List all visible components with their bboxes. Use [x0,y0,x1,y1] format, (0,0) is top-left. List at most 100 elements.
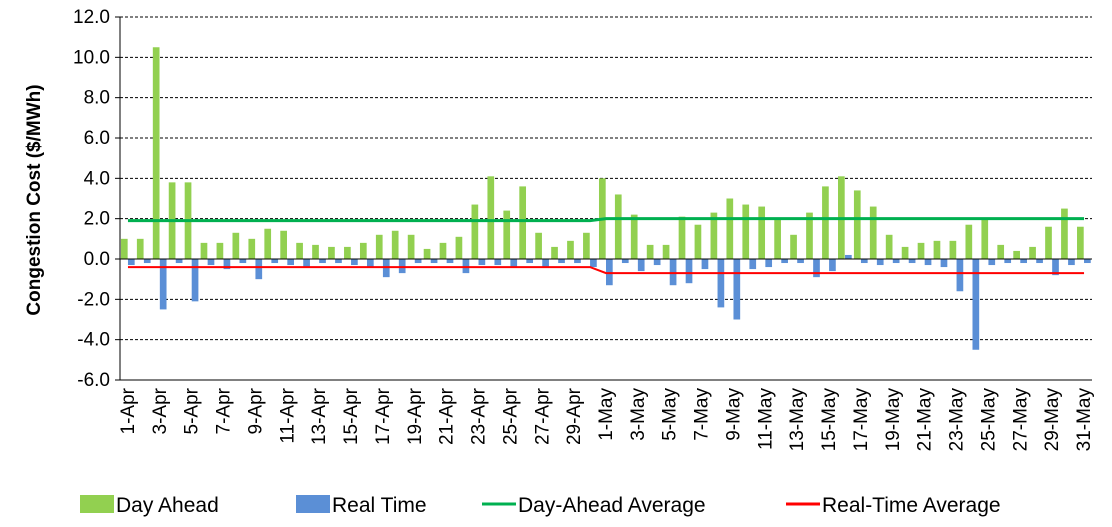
bar-real-time [845,254,852,259]
bar-day-ahead [997,244,1005,259]
bar-real-time [685,259,693,284]
bar-day-ahead [152,47,160,259]
bar-real-time [956,259,964,292]
bar-day-ahead [678,216,686,259]
bar-real-time [351,259,358,266]
y-tick-labels: -6.0 -4.0 -2.0 0.0 2.0 4.0 6.0 8.0 10.0 12.0 [73,7,110,391]
legend-label: Real-Time Average [822,494,1001,517]
bar-day-ahead [933,240,941,259]
bar-day-ahead [375,234,383,259]
x-tick-label: 7-Apr [214,387,235,434]
bar-real-time [717,259,725,308]
bar-real-time [159,259,167,310]
bar-day-ahead [583,232,590,259]
bar-real-time [1084,259,1091,264]
x-tick-label: 3-May [628,388,649,441]
bar-day-ahead [1029,246,1036,259]
x-tick-label: 9-May [723,388,744,441]
x-tick-label: 13-May [787,388,808,452]
bar-day-ahead [901,246,909,259]
x-tick-label: 19-Apr [405,387,426,445]
bar-real-time [271,259,279,264]
bar-real-time [382,259,390,278]
bar-real-time [1004,259,1012,264]
bar-day-ahead [885,234,893,259]
x-tick-label: 23-May [947,388,968,452]
legend-label: Day Ahead [116,494,219,517]
bar-day-ahead [774,218,781,259]
bar-real-time [319,259,326,264]
bar-real-time [590,259,597,268]
bar-day-ahead [280,230,287,259]
x-tick-label: 11-Apr [277,387,298,443]
bar-day-ahead [136,238,144,259]
bar-real-time [542,259,549,268]
bar-day-ahead [487,176,495,259]
x-tick-label: 17-Apr [373,387,394,445]
y-tick-label: -4.0 [77,330,110,351]
bar-real-time [574,259,581,264]
bar-real-time [1020,259,1027,264]
bar-day-ahead [503,210,511,259]
bar-day-ahead [439,242,447,259]
bar-real-time [335,259,342,264]
bar-day-ahead [869,206,877,259]
x-tick-label: 19-May [883,388,904,452]
x-tick-label: 29-May [1042,388,1063,452]
x-tick-label: 31-May [1074,388,1095,452]
bar-day-ahead [806,212,813,259]
bar-real-time [1036,259,1043,264]
y-tick-label: 2.0 [84,209,110,230]
bar-real-time [908,259,916,264]
bar-day-ahead [662,244,670,259]
bar-day-ahead [949,240,957,259]
y-tick-label: 12.0 [73,7,110,28]
bar-day-ahead [758,206,766,259]
bar-real-time [797,259,804,264]
bar-day-ahead [646,244,654,259]
y-tick-label: 6.0 [84,128,110,149]
bar-day-ahead [120,238,128,259]
legend: Day Ahead Real Time Day-Ahead Average Real-… [80,494,1001,517]
bar-day-ahead [407,234,415,259]
bar-real-time [143,259,151,264]
bar-day-ahead [726,198,734,259]
bar-real-time [876,259,884,266]
bar-day-ahead [312,244,319,259]
bars [120,47,1091,350]
x-tick-label: 17-May [851,388,872,452]
bar-day-ahead [455,236,463,259]
bar-real-time [191,259,199,302]
bar-real-time [478,259,486,266]
x-tick-label: 25-Apr [500,387,521,445]
bar-day-ahead [359,242,367,259]
x-tick-labels: 1-Apr 3-Apr 5-Apr 7-Apr 9-Apr 11-Apr 13-Apr 15-… [118,387,1095,451]
x-tick-label: 15-Apr [341,387,362,445]
bar-real-time [223,259,231,270]
bar-real-time [606,259,613,286]
bar-day-ahead [551,246,558,259]
y-tick-label: -6.0 [77,370,110,391]
bar-real-time [813,259,820,278]
bar-real-time [494,259,502,266]
bar-real-time [940,259,948,268]
y-tick-label: 10.0 [73,47,110,68]
bar-day-ahead [917,242,925,259]
bar-day-ahead [965,224,973,259]
x-tick-label: 13-Apr [309,387,330,445]
x-tick-label: 5-May [660,388,681,441]
bar-real-time [303,259,310,268]
bar-day-ahead [423,248,431,259]
bar-real-time [366,259,374,268]
bar-day-ahead [1013,250,1020,259]
bar-day-ahead [822,186,829,259]
bar-real-time [239,259,247,264]
x-tick-label: 25-May [978,388,999,452]
bar-real-time [526,259,534,264]
x-tick-label: 27-Apr [532,387,553,445]
average-lines [127,217,1085,275]
bar-real-time [988,259,996,266]
bar-real-time [892,259,900,264]
bar-day-ahead [567,240,574,259]
bar-day-ahead [853,190,861,259]
